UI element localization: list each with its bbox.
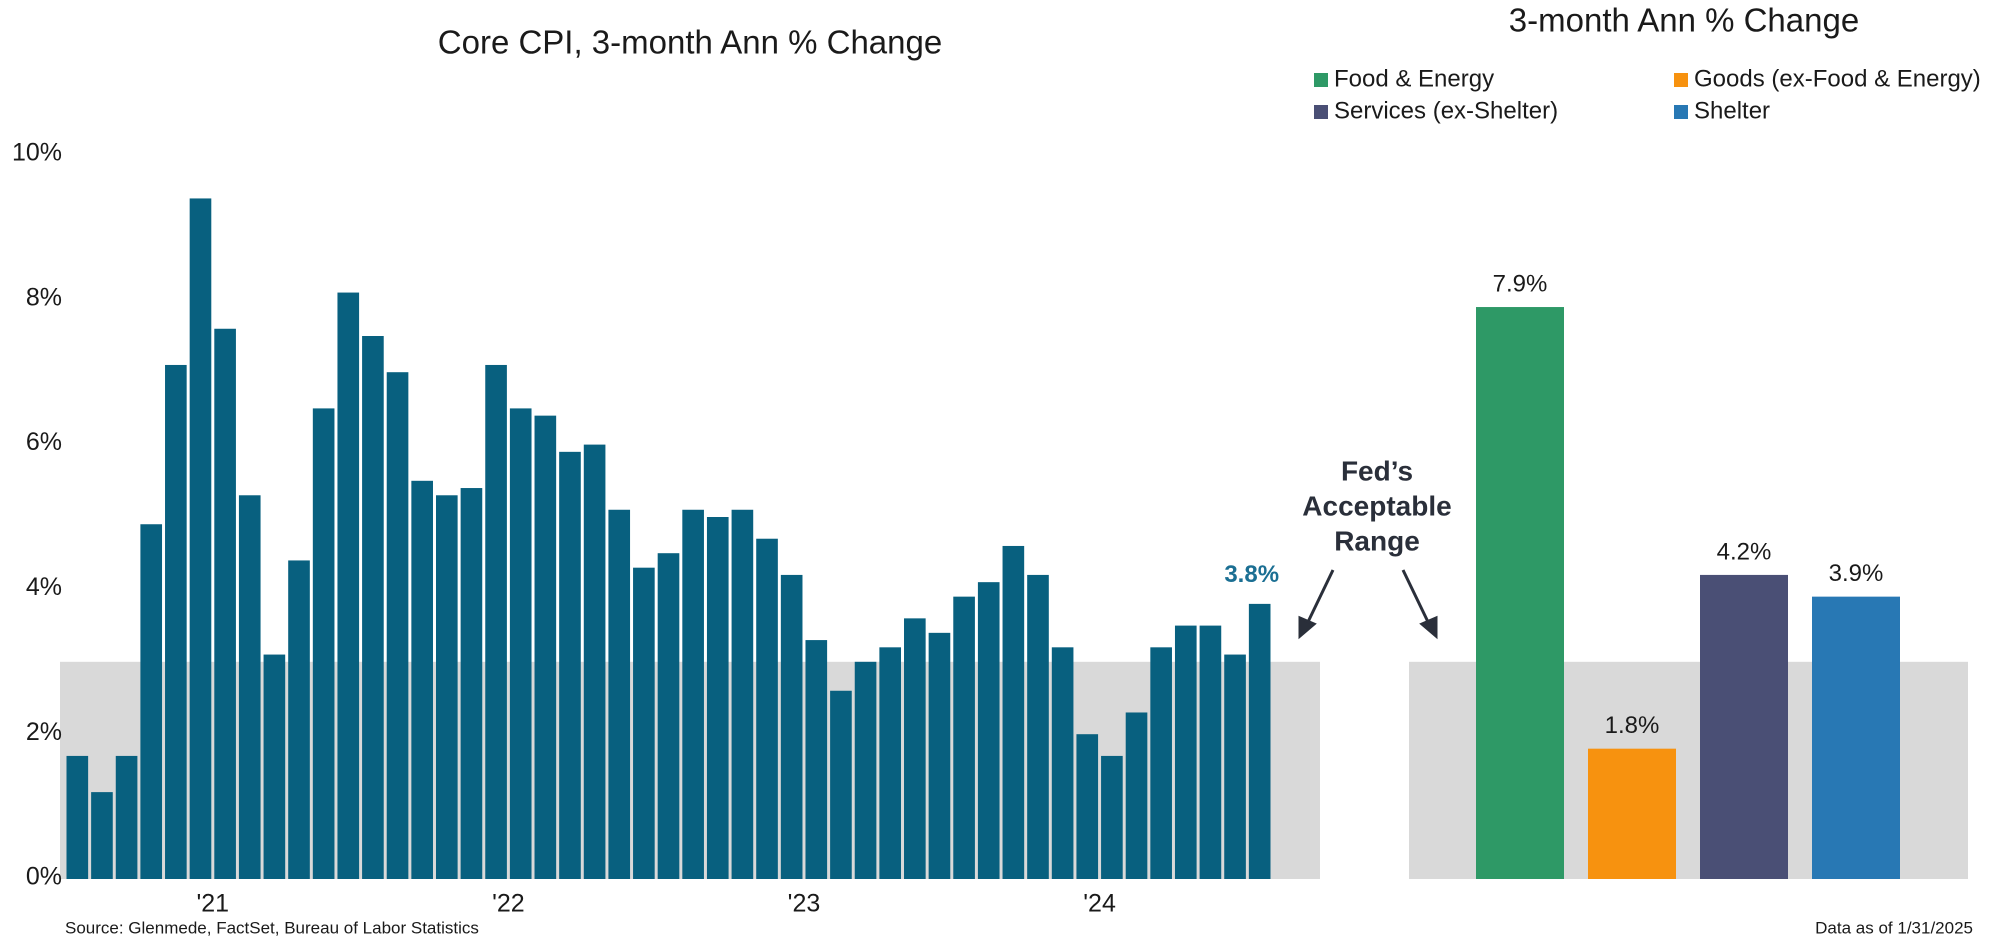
legend-label: Food & Energy [1334, 65, 1494, 92]
bar [485, 364, 507, 880]
value-label: 1.8% [1605, 712, 1660, 739]
bar [460, 488, 483, 879]
y-tick-label: 10% [12, 139, 62, 167]
bar [386, 372, 409, 879]
bar [312, 408, 335, 879]
bar [756, 538, 778, 879]
bar [238, 495, 261, 879]
bar [559, 451, 581, 879]
bar [682, 509, 704, 879]
bar [1101, 755, 1123, 879]
bar [1027, 574, 1049, 879]
bar [1812, 596, 1900, 879]
arrows [1298, 569, 1438, 640]
bar [830, 690, 852, 879]
value-label: 3.9% [1829, 560, 1884, 587]
bar [583, 444, 606, 879]
chart-title: Core CPI, 3-month Ann % Change [438, 24, 942, 61]
annotation: Acceptable [1302, 490, 1451, 521]
bar [1700, 574, 1788, 879]
bar [189, 198, 212, 879]
bar [731, 509, 754, 879]
legend-label: Goods (ex-Food & Energy) [1694, 65, 1981, 92]
bar [879, 647, 902, 879]
bar [1150, 647, 1172, 879]
y-tick-label: 0% [26, 863, 62, 891]
bar [1002, 545, 1025, 879]
legend-swatch [1314, 73, 1328, 87]
bar [1174, 625, 1197, 879]
bar [1248, 603, 1271, 879]
bar [115, 755, 138, 879]
x-tick-label: '24 [1083, 890, 1116, 918]
bar [657, 553, 680, 879]
bar [165, 364, 187, 880]
bar [706, 517, 729, 879]
note: Data as of 1/31/2025 [1815, 918, 1973, 937]
legend-label: Services (ex-Shelter) [1334, 97, 1558, 124]
bar [1199, 625, 1222, 879]
bar [953, 596, 975, 879]
bar [854, 661, 877, 879]
x-tick-label: '23 [788, 890, 821, 918]
bar [435, 495, 458, 879]
legend-swatch [1674, 105, 1688, 119]
bar [66, 755, 89, 879]
annotation: Fed’s [1341, 455, 1413, 486]
bar [633, 567, 655, 879]
y-tick-label: 2% [26, 718, 62, 746]
bar [780, 574, 803, 879]
bar [608, 509, 631, 879]
bar [288, 560, 310, 879]
value-label: 3.8% [1224, 561, 1279, 588]
bar [263, 654, 286, 879]
y-tick-label: 6% [26, 428, 62, 456]
bar [1224, 654, 1246, 879]
x-tick-label: '22 [492, 890, 525, 918]
legend-label: Shelter [1694, 97, 1770, 124]
y-tick-label: 8% [26, 283, 62, 311]
value-label: 4.2% [1717, 538, 1772, 565]
y-tick-label: 4% [26, 573, 62, 601]
bar [534, 415, 557, 879]
legend-swatch [1674, 73, 1688, 87]
bar [509, 408, 532, 879]
bar [91, 792, 113, 879]
bar [1476, 307, 1564, 879]
bar [214, 328, 236, 879]
bar [411, 480, 433, 879]
bar [362, 336, 384, 879]
source: Source: Glenmede, FactSet, Bureau of Lab… [65, 918, 479, 937]
bar [928, 632, 951, 879]
bar [1051, 647, 1074, 879]
value-label: 7.9% [1493, 270, 1548, 297]
chart-title: 3-month Ann % Change [1509, 2, 1859, 39]
bar [1588, 748, 1676, 879]
bar [1076, 734, 1099, 879]
bar [904, 618, 926, 879]
bar [1125, 712, 1148, 879]
bar [140, 524, 163, 879]
annotation: Range [1334, 525, 1420, 556]
x-tick-label: '21 [196, 890, 229, 918]
legend-swatch [1314, 105, 1328, 119]
bar [337, 292, 360, 879]
bar [977, 582, 1000, 879]
bar [805, 640, 828, 879]
